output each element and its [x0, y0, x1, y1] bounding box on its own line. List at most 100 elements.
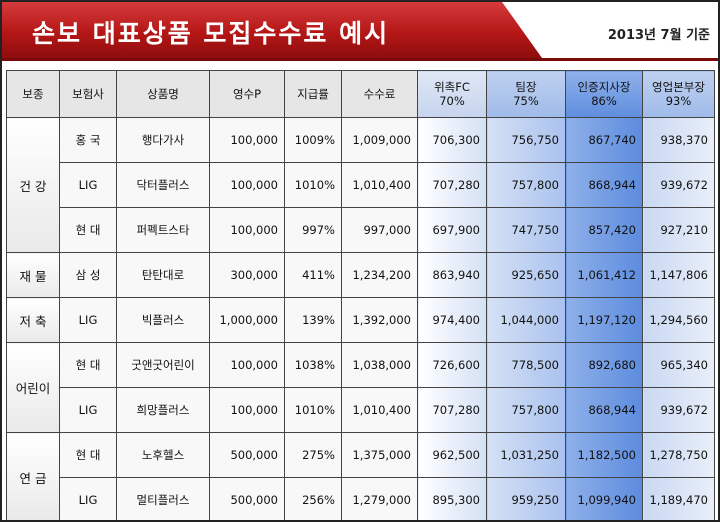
insurer-cell: LIG — [59, 387, 117, 433]
premium-cell: 100,000 — [209, 342, 285, 388]
product-cell: 행다가사 — [116, 117, 210, 163]
table-row: 건 강 홍 국 행다가사 100,000 1009% 1,009,000 706… — [6, 117, 715, 253]
insurer-cell: LIG — [59, 477, 117, 520]
pay-rate-cell: 139% — [284, 297, 342, 343]
header-category: 보종 — [6, 70, 60, 118]
premium-cell: 300,000 — [209, 252, 285, 298]
table-row: 저 축 LIG 빅플러스 1,000,000 139% 1,392,000 97… — [6, 297, 715, 343]
pay-rate-cell: 1010% — [284, 162, 342, 208]
division-head-cell: 965,340 — [642, 342, 715, 388]
division-head-cell: 1,147,806 — [642, 252, 715, 298]
header-team-leader: 팀장 75% — [486, 70, 566, 118]
commission-cell: 997,000 — [341, 207, 418, 253]
category-cell: 재 물 — [6, 252, 60, 298]
product-cell: 노후헬스 — [116, 432, 210, 478]
commission-cell: 1,392,000 — [341, 297, 418, 343]
pay-rate-cell: 1010% — [284, 387, 342, 433]
premium-cell: 100,000 — [209, 387, 285, 433]
pay-rate-cell: 256% — [284, 477, 342, 520]
category-cell: 어린이 — [6, 342, 60, 433]
team-leader-cell: 747,750 — [486, 207, 566, 253]
premium-cell: 100,000 — [209, 117, 285, 163]
premium-cell: 500,000 — [209, 477, 285, 520]
insurer-cell: LIG — [59, 297, 117, 343]
branch-manager-cell: 1,061,412 — [565, 252, 643, 298]
commission-cell: 1,279,000 — [341, 477, 418, 520]
pay-rate-cell: 997% — [284, 207, 342, 253]
insurer-cell: 현 대 — [59, 207, 117, 253]
category-cell: 저 축 — [6, 297, 60, 343]
fc-cell: 726,600 — [417, 342, 487, 388]
header-division-head: 영업본부장 93% — [642, 70, 715, 118]
team-leader-cell: 778,500 — [486, 342, 566, 388]
insurer-cell: 삼 성 — [59, 252, 117, 298]
banner-red-shape — [2, 2, 542, 58]
branch-manager-cell: 1,182,500 — [565, 432, 643, 478]
product-cell: 굿앤굿어린이 — [116, 342, 210, 388]
header-commission: 수수료 — [341, 70, 418, 118]
table-row: 어린이 현 대 굿앤굿어린이 100,000 1038% 1,038,000 7… — [6, 342, 715, 433]
commission-cell: 1,234,200 — [341, 252, 418, 298]
insurer-cell: 홍 국 — [59, 117, 117, 163]
commission-cell: 1,010,400 — [341, 162, 418, 208]
division-head-cell: 1,189,470 — [642, 477, 715, 520]
fc-cell: 706,300 — [417, 117, 487, 163]
team-leader-cell: 757,800 — [486, 162, 566, 208]
product-cell: 닥터플러스 — [116, 162, 210, 208]
team-leader-cell: 1,044,000 — [486, 297, 566, 343]
division-head-cell: 938,370 — [642, 117, 715, 163]
branch-manager-cell: 867,740 — [565, 117, 643, 163]
fc-cell: 974,400 — [417, 297, 487, 343]
fc-cell: 707,280 — [417, 162, 487, 208]
header-premium: 영수P — [209, 70, 285, 118]
team-leader-cell: 959,250 — [486, 477, 566, 520]
table-row: LIG 멀티플러스 500,000 256% 1,279,000 895,300… — [7, 477, 715, 520]
team-leader-cell: 925,650 — [486, 252, 566, 298]
fc-cell: 962,500 — [417, 432, 487, 478]
branch-manager-cell: 857,420 — [565, 207, 643, 253]
branch-manager-cell: 1,197,120 — [565, 297, 643, 343]
fc-cell: 697,900 — [417, 207, 487, 253]
team-leader-cell: 1,031,250 — [486, 432, 566, 478]
product-cell: 퍼펙트스타 — [116, 207, 210, 253]
pay-rate-cell: 1038% — [284, 342, 342, 388]
team-leader-cell: 756,750 — [486, 117, 566, 163]
division-head-cell: 939,672 — [642, 387, 715, 433]
table-row: 재 물 삼 성 탄탄대로 300,000 411% 1,234,200 863,… — [6, 252, 715, 298]
table-row: 연 금 현 대 노후헬스 500,000 275% 1,375,000 962,… — [6, 432, 715, 520]
product-cell: 희망플러스 — [116, 387, 210, 433]
category-cell: 건 강 — [6, 117, 60, 253]
product-cell: 빅플러스 — [116, 297, 210, 343]
division-head-cell: 1,278,750 — [642, 432, 715, 478]
division-head-cell: 927,210 — [642, 207, 715, 253]
commission-cell: 1,010,400 — [341, 387, 418, 433]
pay-rate-cell: 275% — [284, 432, 342, 478]
product-cell: 멀티플러스 — [116, 477, 210, 520]
insurer-cell: 현 대 — [59, 432, 117, 478]
premium-cell: 100,000 — [209, 162, 285, 208]
team-leader-cell: 757,800 — [486, 387, 566, 433]
header-branch-manager: 인증지사장 86% — [565, 70, 643, 118]
category-cell: 연 금 — [6, 432, 60, 520]
branch-manager-cell: 868,944 — [565, 162, 643, 208]
banner-underline — [2, 58, 718, 61]
header-row: 보종 보험사 상품명 영수P 지급률 수수료 위촉FC 70% 팀장 75% 인… — [6, 70, 715, 118]
commission-cell: 1,009,000 — [341, 117, 418, 163]
insurer-cell: 현 대 — [59, 342, 117, 388]
commission-cell: 1,038,000 — [341, 342, 418, 388]
header-pay-rate: 지급률 — [284, 70, 342, 118]
reference-date: 2013년 7월 기준 — [607, 28, 710, 43]
premium-cell: 100,000 — [209, 207, 285, 253]
branch-manager-cell: 892,680 — [565, 342, 643, 388]
pay-rate-cell: 411% — [284, 252, 342, 298]
branch-manager-cell: 1,099,940 — [565, 477, 643, 520]
table-row: LIG 희망플러스 100,000 1010% 1,010,400 707,28… — [7, 387, 715, 433]
premium-cell: 500,000 — [209, 432, 285, 478]
product-cell: 탄탄대로 — [116, 252, 210, 298]
division-head-cell: 1,294,560 — [642, 297, 715, 343]
commission-cell: 1,375,000 — [341, 432, 418, 478]
title-banner: 손보 대표상품 모집수수료 예시 2013년 7월 기준 — [2, 2, 718, 61]
branch-manager-cell: 868,944 — [565, 387, 643, 433]
fc-cell: 707,280 — [417, 387, 487, 433]
